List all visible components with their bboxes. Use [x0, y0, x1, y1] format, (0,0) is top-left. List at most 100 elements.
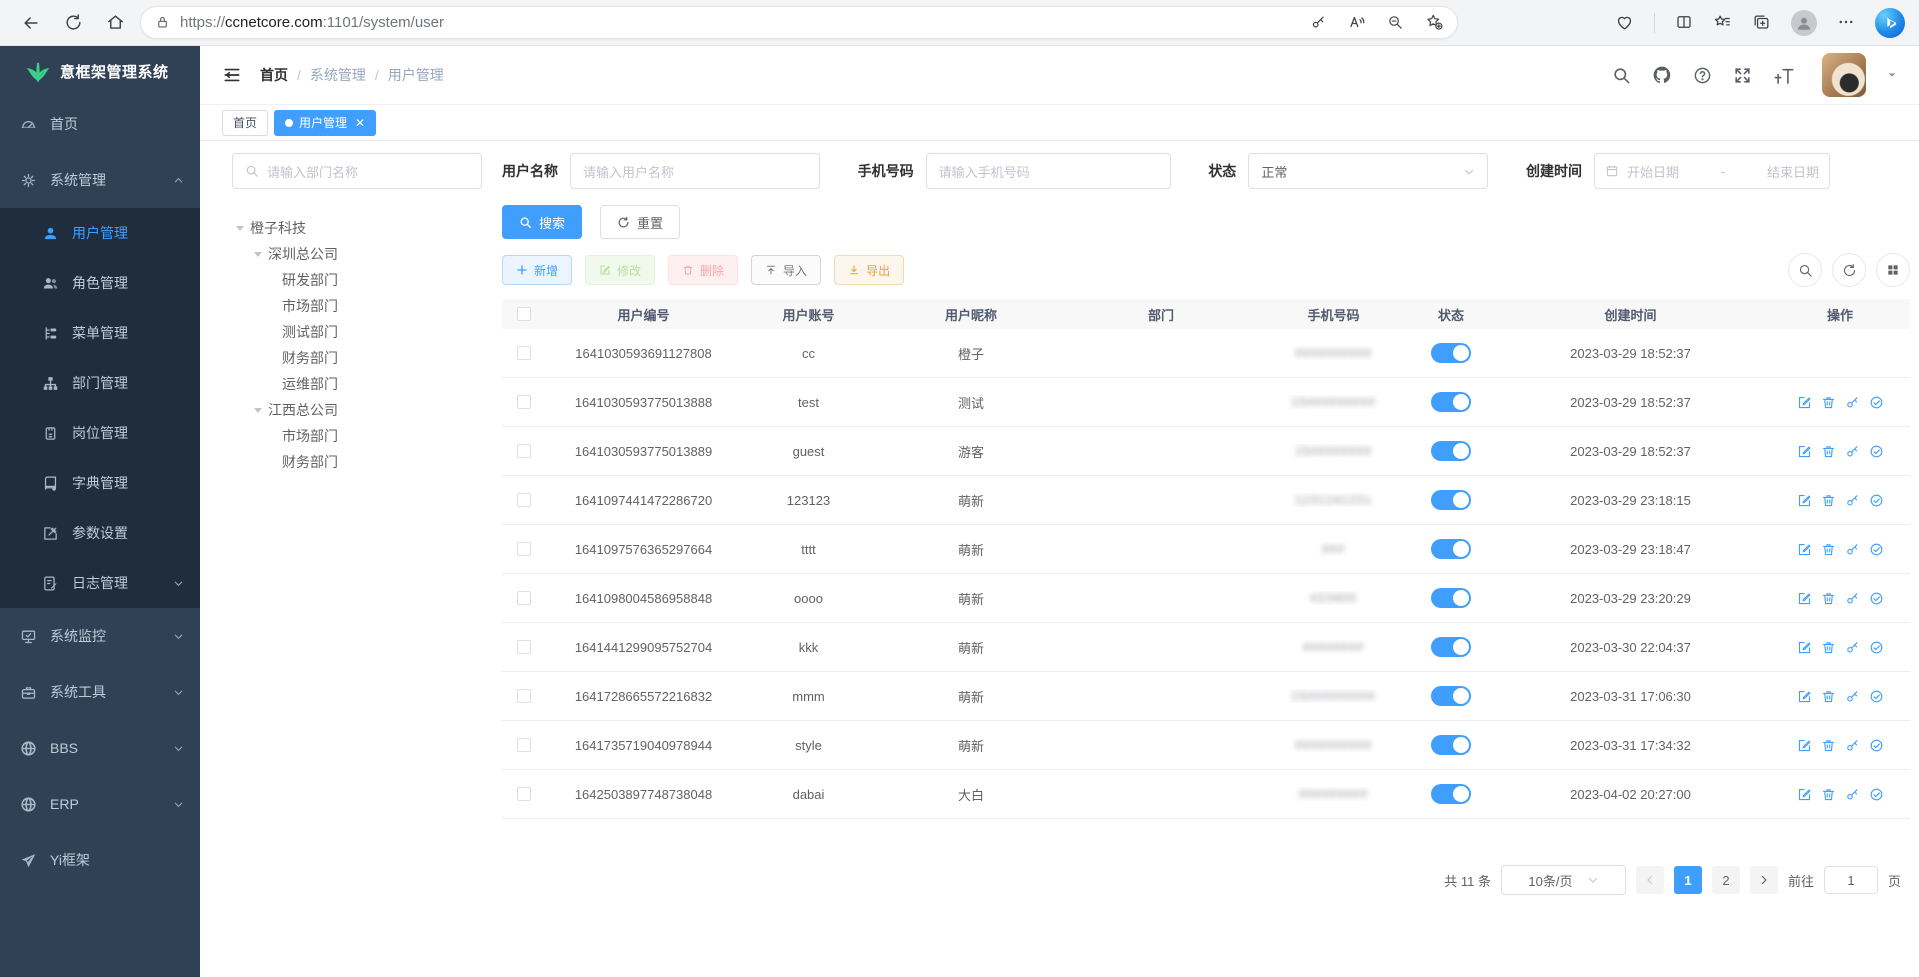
edit-row-icon[interactable]	[1797, 541, 1812, 557]
select-all-checkbox[interactable]	[517, 307, 531, 321]
dept-search-input[interactable]: 请输入部门名称	[232, 153, 482, 189]
delete-row-icon[interactable]	[1821, 737, 1836, 753]
modify-button[interactable]: 修改	[585, 255, 656, 285]
status-toggle[interactable]	[1431, 490, 1471, 510]
split-screen-icon[interactable]	[1675, 13, 1693, 31]
sidebar-item-param-settings[interactable]: 参数设置	[0, 508, 200, 558]
add-button[interactable]: 新增	[502, 255, 573, 285]
sidebar-item-erp[interactable]: ERP	[0, 776, 200, 832]
tree-node-dept[interactable]: 市场部门	[282, 428, 338, 444]
tab-user-mgmt[interactable]: 用户管理 ✕	[274, 109, 377, 136]
tree-node-dept[interactable]: 运维部门	[282, 376, 338, 392]
edit-row-icon[interactable]	[1797, 492, 1812, 508]
sidebar-item-user-mgmt[interactable]: 用户管理	[0, 208, 200, 258]
date-range-picker[interactable]: 开始日期 - 结束日期	[1593, 153, 1830, 189]
app-logo-row[interactable]: 意框架管理系统	[0, 46, 200, 96]
edit-row-icon[interactable]	[1797, 737, 1812, 753]
read-aloud-icon[interactable]	[1348, 13, 1366, 31]
breadcrumb-home[interactable]: 首页	[260, 67, 288, 83]
browser-home-button[interactable]	[98, 6, 132, 40]
assign-role-check-icon[interactable]	[1869, 786, 1884, 802]
lock-icon[interactable]	[155, 14, 170, 32]
help-icon[interactable]	[1693, 66, 1712, 85]
status-toggle[interactable]	[1431, 392, 1471, 412]
address-bar[interactable]: https://ccnetcore.com:1101/system/user	[140, 6, 1458, 39]
page-size-select[interactable]: 10条/页	[1500, 865, 1626, 895]
import-button[interactable]: 导入	[751, 255, 822, 285]
tree-node-dept[interactable]: 财务部门	[282, 350, 338, 366]
sidebar-item-home[interactable]: 首页	[0, 96, 200, 152]
delete-row-icon[interactable]	[1821, 443, 1836, 459]
caret-down-icon[interactable]	[254, 407, 262, 413]
assign-role-check-icon[interactable]	[1869, 737, 1884, 753]
next-page-button[interactable]	[1749, 866, 1778, 894]
password-key-icon[interactable]	[1310, 13, 1327, 31]
status-toggle[interactable]	[1431, 539, 1471, 559]
collapse-sidebar-icon[interactable]	[222, 65, 242, 85]
row-checkbox[interactable]	[517, 395, 531, 409]
goto-page-input[interactable]	[1823, 866, 1878, 894]
assign-role-check-icon[interactable]	[1869, 639, 1884, 655]
edit-row-icon[interactable]	[1797, 590, 1812, 606]
collections-icon[interactable]	[1752, 13, 1771, 32]
delete-row-icon[interactable]	[1821, 639, 1836, 655]
user-avatar[interactable]	[1822, 53, 1866, 97]
row-checkbox[interactable]	[517, 444, 531, 458]
status-toggle[interactable]	[1431, 441, 1471, 461]
sidebar-item-log-mgmt[interactable]: 日志管理	[0, 558, 200, 608]
github-icon[interactable]	[1652, 65, 1672, 85]
delete-row-icon[interactable]	[1821, 541, 1836, 557]
assign-role-check-icon[interactable]	[1869, 541, 1884, 557]
page-button-1[interactable]: 1	[1673, 866, 1702, 894]
zoom-out-icon[interactable]	[1387, 13, 1404, 31]
row-checkbox[interactable]	[517, 542, 531, 556]
edit-row-icon[interactable]	[1797, 639, 1812, 655]
edit-row-icon[interactable]	[1797, 786, 1812, 802]
tree-node-dept[interactable]: 研发部门	[282, 272, 338, 288]
fullscreen-icon[interactable]	[1733, 66, 1752, 85]
refresh-table-button[interactable]	[1832, 253, 1866, 287]
show-search-toggle-button[interactable]	[1788, 253, 1822, 287]
row-checkbox[interactable]	[517, 493, 531, 507]
assign-role-check-icon[interactable]	[1869, 443, 1884, 459]
edit-row-icon[interactable]	[1797, 443, 1812, 459]
assign-role-check-icon[interactable]	[1869, 394, 1884, 410]
close-tab-icon[interactable]: ✕	[355, 115, 366, 130]
status-toggle[interactable]	[1431, 343, 1471, 363]
row-checkbox[interactable]	[517, 738, 531, 752]
status-select[interactable]: 正常	[1248, 153, 1489, 189]
tab-home[interactable]: 首页	[222, 109, 269, 136]
username-input[interactable]: 请输入用户名称	[570, 153, 820, 189]
sidebar-item-tools[interactable]: 系统工具	[0, 664, 200, 720]
search-button[interactable]: 搜索	[502, 205, 583, 239]
reset-password-key-icon[interactable]	[1845, 639, 1860, 655]
reset-password-key-icon[interactable]	[1845, 737, 1860, 753]
delete-button[interactable]: 删除	[668, 255, 739, 285]
reset-password-key-icon[interactable]	[1845, 492, 1860, 508]
page-button-2[interactable]: 2	[1711, 866, 1740, 894]
sidebar-item-bbs[interactable]: BBS	[0, 720, 200, 776]
row-checkbox[interactable]	[517, 787, 531, 801]
row-checkbox[interactable]	[517, 591, 531, 605]
status-toggle[interactable]	[1431, 588, 1471, 608]
sidebar-item-yi-framework[interactable]: Yi框架	[0, 832, 200, 888]
row-checkbox[interactable]	[517, 346, 531, 360]
delete-row-icon[interactable]	[1821, 688, 1836, 704]
delete-row-icon[interactable]	[1821, 786, 1836, 802]
reset-password-key-icon[interactable]	[1845, 541, 1860, 557]
browser-essentials-icon[interactable]	[1615, 13, 1634, 32]
sidebar-item-menu-mgmt[interactable]: 菜单管理	[0, 308, 200, 358]
assign-role-check-icon[interactable]	[1869, 590, 1884, 606]
sidebar-item-dict-mgmt[interactable]: 字典管理	[0, 458, 200, 508]
assign-role-check-icon[interactable]	[1869, 492, 1884, 508]
tree-node-dept[interactable]: 市场部门	[282, 298, 338, 314]
browser-back-button[interactable]	[14, 6, 48, 40]
breadcrumb-system[interactable]: 系统管理	[309, 67, 366, 83]
tree-node-branch[interactable]: 深圳总公司	[232, 241, 482, 267]
prev-page-button[interactable]	[1635, 866, 1664, 894]
status-toggle[interactable]	[1431, 735, 1471, 755]
browser-profile-avatar[interactable]	[1791, 9, 1817, 36]
status-toggle[interactable]	[1431, 637, 1471, 657]
favorites-icon[interactable]	[1713, 13, 1732, 32]
tree-node-dept[interactable]: 财务部门	[282, 454, 338, 470]
